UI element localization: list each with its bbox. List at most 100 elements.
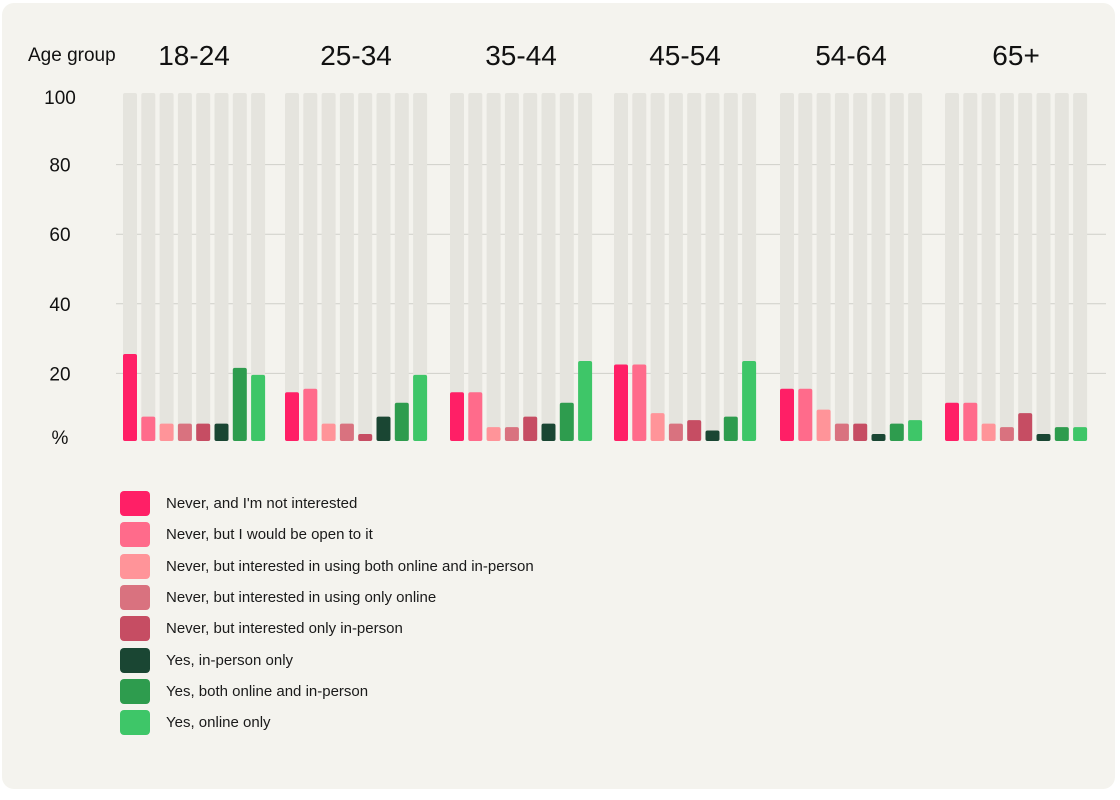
bar-25-34-series-8 xyxy=(413,374,428,441)
bar-background xyxy=(798,93,813,441)
bar-background xyxy=(889,93,904,441)
bar-background xyxy=(650,93,665,441)
bar-54-64-series-3 xyxy=(816,409,831,441)
category-label: 65+ xyxy=(992,40,1040,71)
category-label: 54-64 xyxy=(815,40,887,71)
bar-35-44-series-6 xyxy=(541,423,556,441)
bar-background xyxy=(853,93,868,441)
bar-18-24-series-8 xyxy=(251,374,266,441)
bar-54-64-series-1 xyxy=(780,388,794,441)
bar-background xyxy=(981,93,996,441)
legend-swatch xyxy=(120,553,150,579)
bar-background xyxy=(705,93,720,441)
bar-35-44-series-7 xyxy=(559,402,574,441)
bar-background xyxy=(394,93,409,441)
bar-45-54-series-2 xyxy=(632,364,647,441)
bar-background xyxy=(413,93,428,441)
bar-background xyxy=(1073,93,1088,441)
bar-35-44-series-4 xyxy=(504,427,519,441)
y-tick-label: 20 xyxy=(49,364,70,385)
bar-background xyxy=(523,93,538,441)
bar-45-54-series-1 xyxy=(614,364,628,441)
y-tick-label: 100 xyxy=(44,88,76,109)
bar-54-64-series-6 xyxy=(871,434,886,441)
bar-background xyxy=(376,93,391,441)
bar-background xyxy=(339,93,354,441)
legend: Never, and I'm not interested Never, but … xyxy=(120,488,534,738)
legend-item: Never, but interested only in-person xyxy=(120,613,534,644)
legend-item: Yes, both online and in-person xyxy=(120,676,534,707)
legend-item: Never, and I'm not interested xyxy=(120,488,534,519)
bar-background xyxy=(504,93,519,441)
bar-35-44-series-5 xyxy=(523,416,538,441)
bar-25-34-series-5 xyxy=(358,434,373,441)
bar-background xyxy=(196,93,211,441)
legend-item: Never, but interested in using both onli… xyxy=(120,551,534,582)
bar-background xyxy=(358,93,373,441)
legend-label: Never, but I would be open to it xyxy=(166,526,373,544)
bar-background xyxy=(468,93,483,441)
bar-background xyxy=(834,93,849,441)
category-label: 45-54 xyxy=(649,40,721,71)
bar-35-44-series-3 xyxy=(486,427,501,441)
bar-45-54-series-7 xyxy=(723,416,738,441)
bar-65+-series-2 xyxy=(963,402,978,441)
legend-swatch xyxy=(120,616,150,642)
bar-background xyxy=(723,93,738,441)
bar-54-64-series-4 xyxy=(834,423,849,441)
y-tick-label: 80 xyxy=(49,156,70,177)
bar-65+-series-6 xyxy=(1036,434,1051,441)
bar-25-34-series-7 xyxy=(394,402,409,441)
bar-35-44-series-2 xyxy=(468,392,483,441)
category-label: 35-44 xyxy=(485,40,557,71)
bar-background xyxy=(908,93,923,441)
bar-background xyxy=(486,93,501,441)
legend-item: Yes, in-person only xyxy=(120,644,534,675)
bar-background xyxy=(578,93,593,441)
y-tick-label: 60 xyxy=(49,225,70,246)
bar-65+-series-1 xyxy=(945,402,959,441)
legend-item: Never, but interested in using only onli… xyxy=(120,582,534,613)
bar-background xyxy=(559,93,574,441)
legend-label: Never, but interested in using only onli… xyxy=(166,589,437,607)
bar-65+-series-3 xyxy=(981,423,996,441)
bar-18-24-series-3 xyxy=(159,423,174,441)
category-label: 18-24 xyxy=(158,40,230,71)
bar-54-64-series-2 xyxy=(798,388,813,441)
bar-background xyxy=(614,93,628,441)
bar-background xyxy=(871,93,886,441)
bar-background xyxy=(816,93,831,441)
legend-swatch xyxy=(120,647,150,673)
bar-25-34-series-3 xyxy=(321,423,336,441)
legend-label: Yes, in-person only xyxy=(166,651,294,669)
bar-45-54-series-8 xyxy=(742,360,757,441)
legend-swatch xyxy=(120,491,150,517)
bar-65+-series-8 xyxy=(1073,427,1088,441)
bar-25-34-series-1 xyxy=(285,392,299,441)
bar-65+-series-7 xyxy=(1054,427,1069,441)
bar-18-24-series-7 xyxy=(232,367,247,441)
legend-label: Never, but interested in using both onli… xyxy=(166,557,534,575)
bar-54-64-series-7 xyxy=(889,423,904,441)
bar-35-44-series-1 xyxy=(450,392,464,441)
bar-background xyxy=(780,93,794,441)
bar-background xyxy=(450,93,464,441)
bar-background xyxy=(632,93,647,441)
bar-background xyxy=(214,93,229,441)
category-label: 25-34 xyxy=(320,40,392,71)
bar-54-64-series-5 xyxy=(853,423,868,441)
legend-label: Yes, online only xyxy=(166,714,271,732)
bar-chart: Age group % 100 80 60 40 20 18-24 25-34 35-44 4… xyxy=(28,40,1106,449)
bar-background xyxy=(251,93,266,441)
bar-background xyxy=(321,93,336,441)
legend-swatch xyxy=(120,522,150,548)
bar-45-54-series-3 xyxy=(650,413,665,441)
bar-background xyxy=(945,93,959,441)
bar-54-64-series-8 xyxy=(908,420,923,441)
legend-swatch xyxy=(120,710,150,736)
bar-background xyxy=(541,93,556,441)
bar-45-54-series-4 xyxy=(668,423,683,441)
legend-item: Yes, online only xyxy=(120,707,534,738)
bar-18-24-series-4 xyxy=(177,423,192,441)
bar-background xyxy=(285,93,299,441)
